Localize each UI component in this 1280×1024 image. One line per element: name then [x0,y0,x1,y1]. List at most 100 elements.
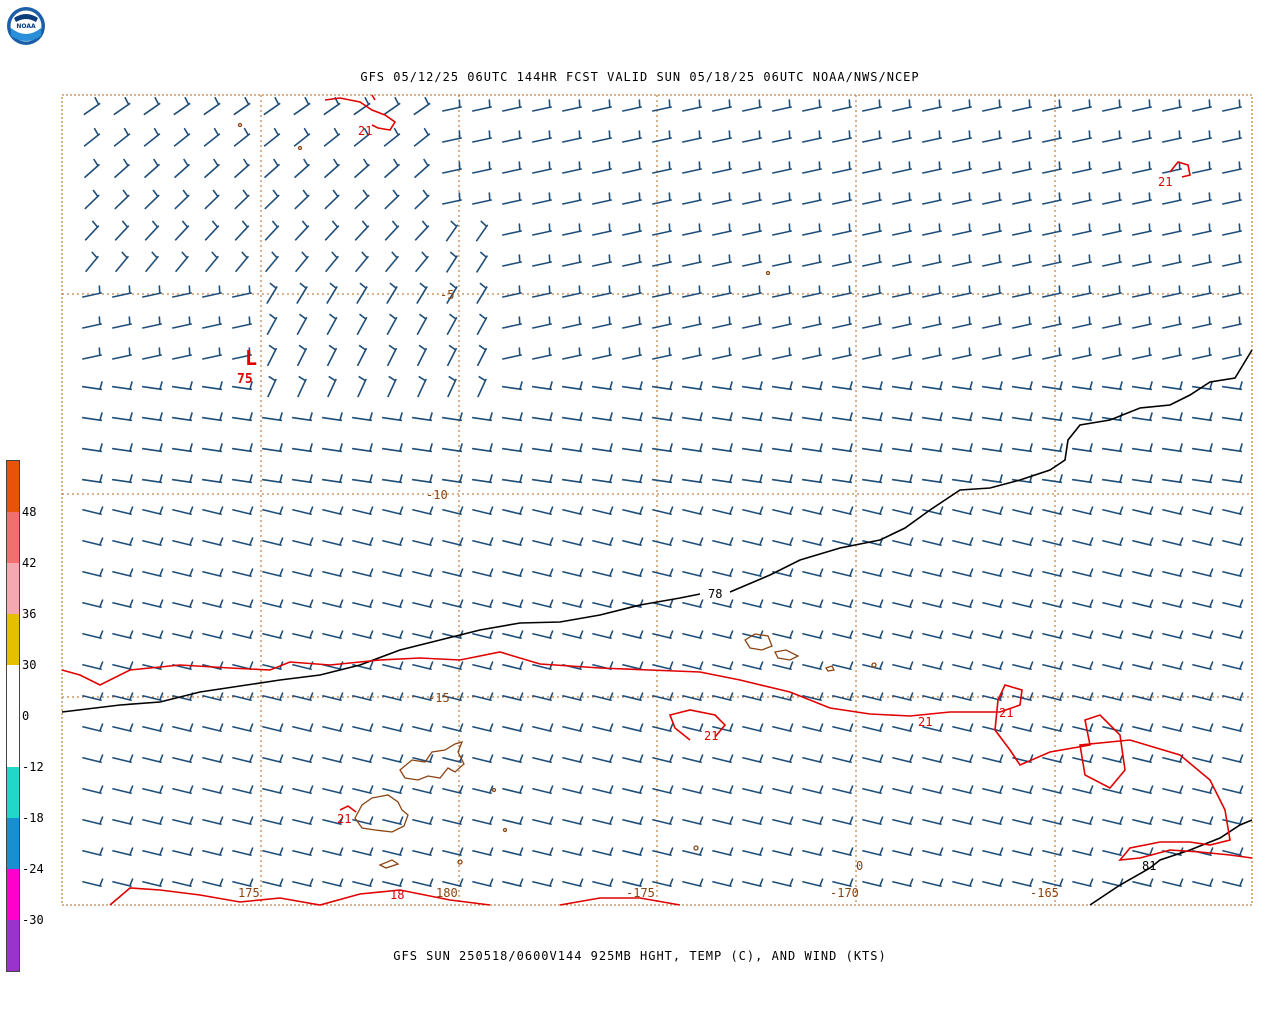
wind-barb [383,96,401,116]
wind-barb [501,412,523,422]
wind-barb [382,661,404,671]
wind-barb [1161,381,1183,391]
wind-barb [622,130,642,143]
wind-barb [1222,254,1242,267]
wind-barb [173,158,191,179]
wind-barb [201,474,223,484]
wind-barb [416,344,428,367]
wind-barb [532,568,554,578]
wind-barb [1132,506,1154,516]
wind-barb [202,630,224,640]
wind-barb [802,537,824,547]
wind-barb [262,785,284,795]
wind-barb [1042,847,1064,857]
wind-barb [81,474,103,484]
wind-barb [502,537,524,547]
wind-barb [1132,316,1152,329]
colorbar-label: -12 [22,760,44,774]
wind-barb [862,630,884,640]
wind-barb [1222,192,1242,205]
wind-barb [742,130,762,143]
wind-barb [357,375,367,398]
wind-barb [832,661,854,671]
wind-barb [922,285,942,298]
wind-barb [741,412,763,422]
wind-barb [82,878,104,888]
wind-barb [232,878,254,888]
wind-barb [1222,285,1242,298]
wind-barb [381,412,403,422]
wind-barb [952,99,972,112]
wind-barb [413,158,431,179]
wind-barb [892,630,914,640]
wind-barb [831,474,853,484]
wind-barb [892,754,914,764]
wind-barb [502,254,522,267]
wind-barb [353,158,371,179]
wind-barb [321,443,343,453]
wind-barb [591,412,613,422]
wind-barb [1102,99,1122,112]
wind-barb [831,443,853,453]
wind-barb [502,723,524,733]
wind-barb [951,474,973,484]
wind-barb [1192,99,1212,112]
wind-barb [293,127,311,147]
wind-barb [1131,443,1153,453]
wind-barb [1072,537,1094,547]
wind-barb [802,161,822,174]
wind-barb [562,223,582,236]
wind-barb [114,251,130,273]
wind-barb [712,754,734,764]
wind-barb [712,99,732,112]
wind-barb [382,568,404,578]
wind-barb [1012,316,1032,329]
wind-barb [952,316,972,329]
wind-barb [981,443,1003,453]
wind-barb [621,443,643,453]
wind-barb [472,630,494,640]
wind-barb [712,223,732,236]
wind-barb [562,130,582,143]
wind-barb [622,223,642,236]
wind-barb [562,878,584,888]
wind-barb [981,474,1003,484]
wind-barb [204,189,220,210]
wind-barb [144,189,160,210]
wind-barb [82,692,104,702]
wind-barb [711,474,733,484]
wind-barb [531,474,553,484]
wind-barb [442,878,464,888]
wind-barb [772,599,794,609]
wind-barb [172,630,194,640]
wind-barb [622,506,644,516]
wind-barb [266,282,278,305]
wind-barb [801,412,823,422]
wind-barb [232,692,254,702]
lat-label-minus5: -5 [440,288,454,302]
wind-barb [142,816,164,826]
wind-barb [477,375,487,398]
wind-barb [592,847,614,857]
wind-barb [561,412,583,422]
wind-barb [562,599,584,609]
wind-barb [922,192,942,205]
wind-barb [82,316,102,329]
wind-barb [1042,816,1064,826]
wind-barb [1161,443,1183,453]
wind-barb [922,847,944,857]
temp-label-21-a: 21 [358,124,372,138]
wind-barb [172,785,194,795]
wind-barb [922,254,942,267]
temp-label-21-e: 21 [999,706,1013,720]
wind-barb [1012,723,1034,733]
wind-barb [832,630,854,640]
wind-barb [324,220,340,241]
wind-barb [382,847,404,857]
wind-barb [1132,630,1154,640]
wind-barb [1042,161,1062,174]
wind-barb [476,344,488,367]
wind-barb [1042,568,1064,578]
wind-barb [1102,506,1124,516]
